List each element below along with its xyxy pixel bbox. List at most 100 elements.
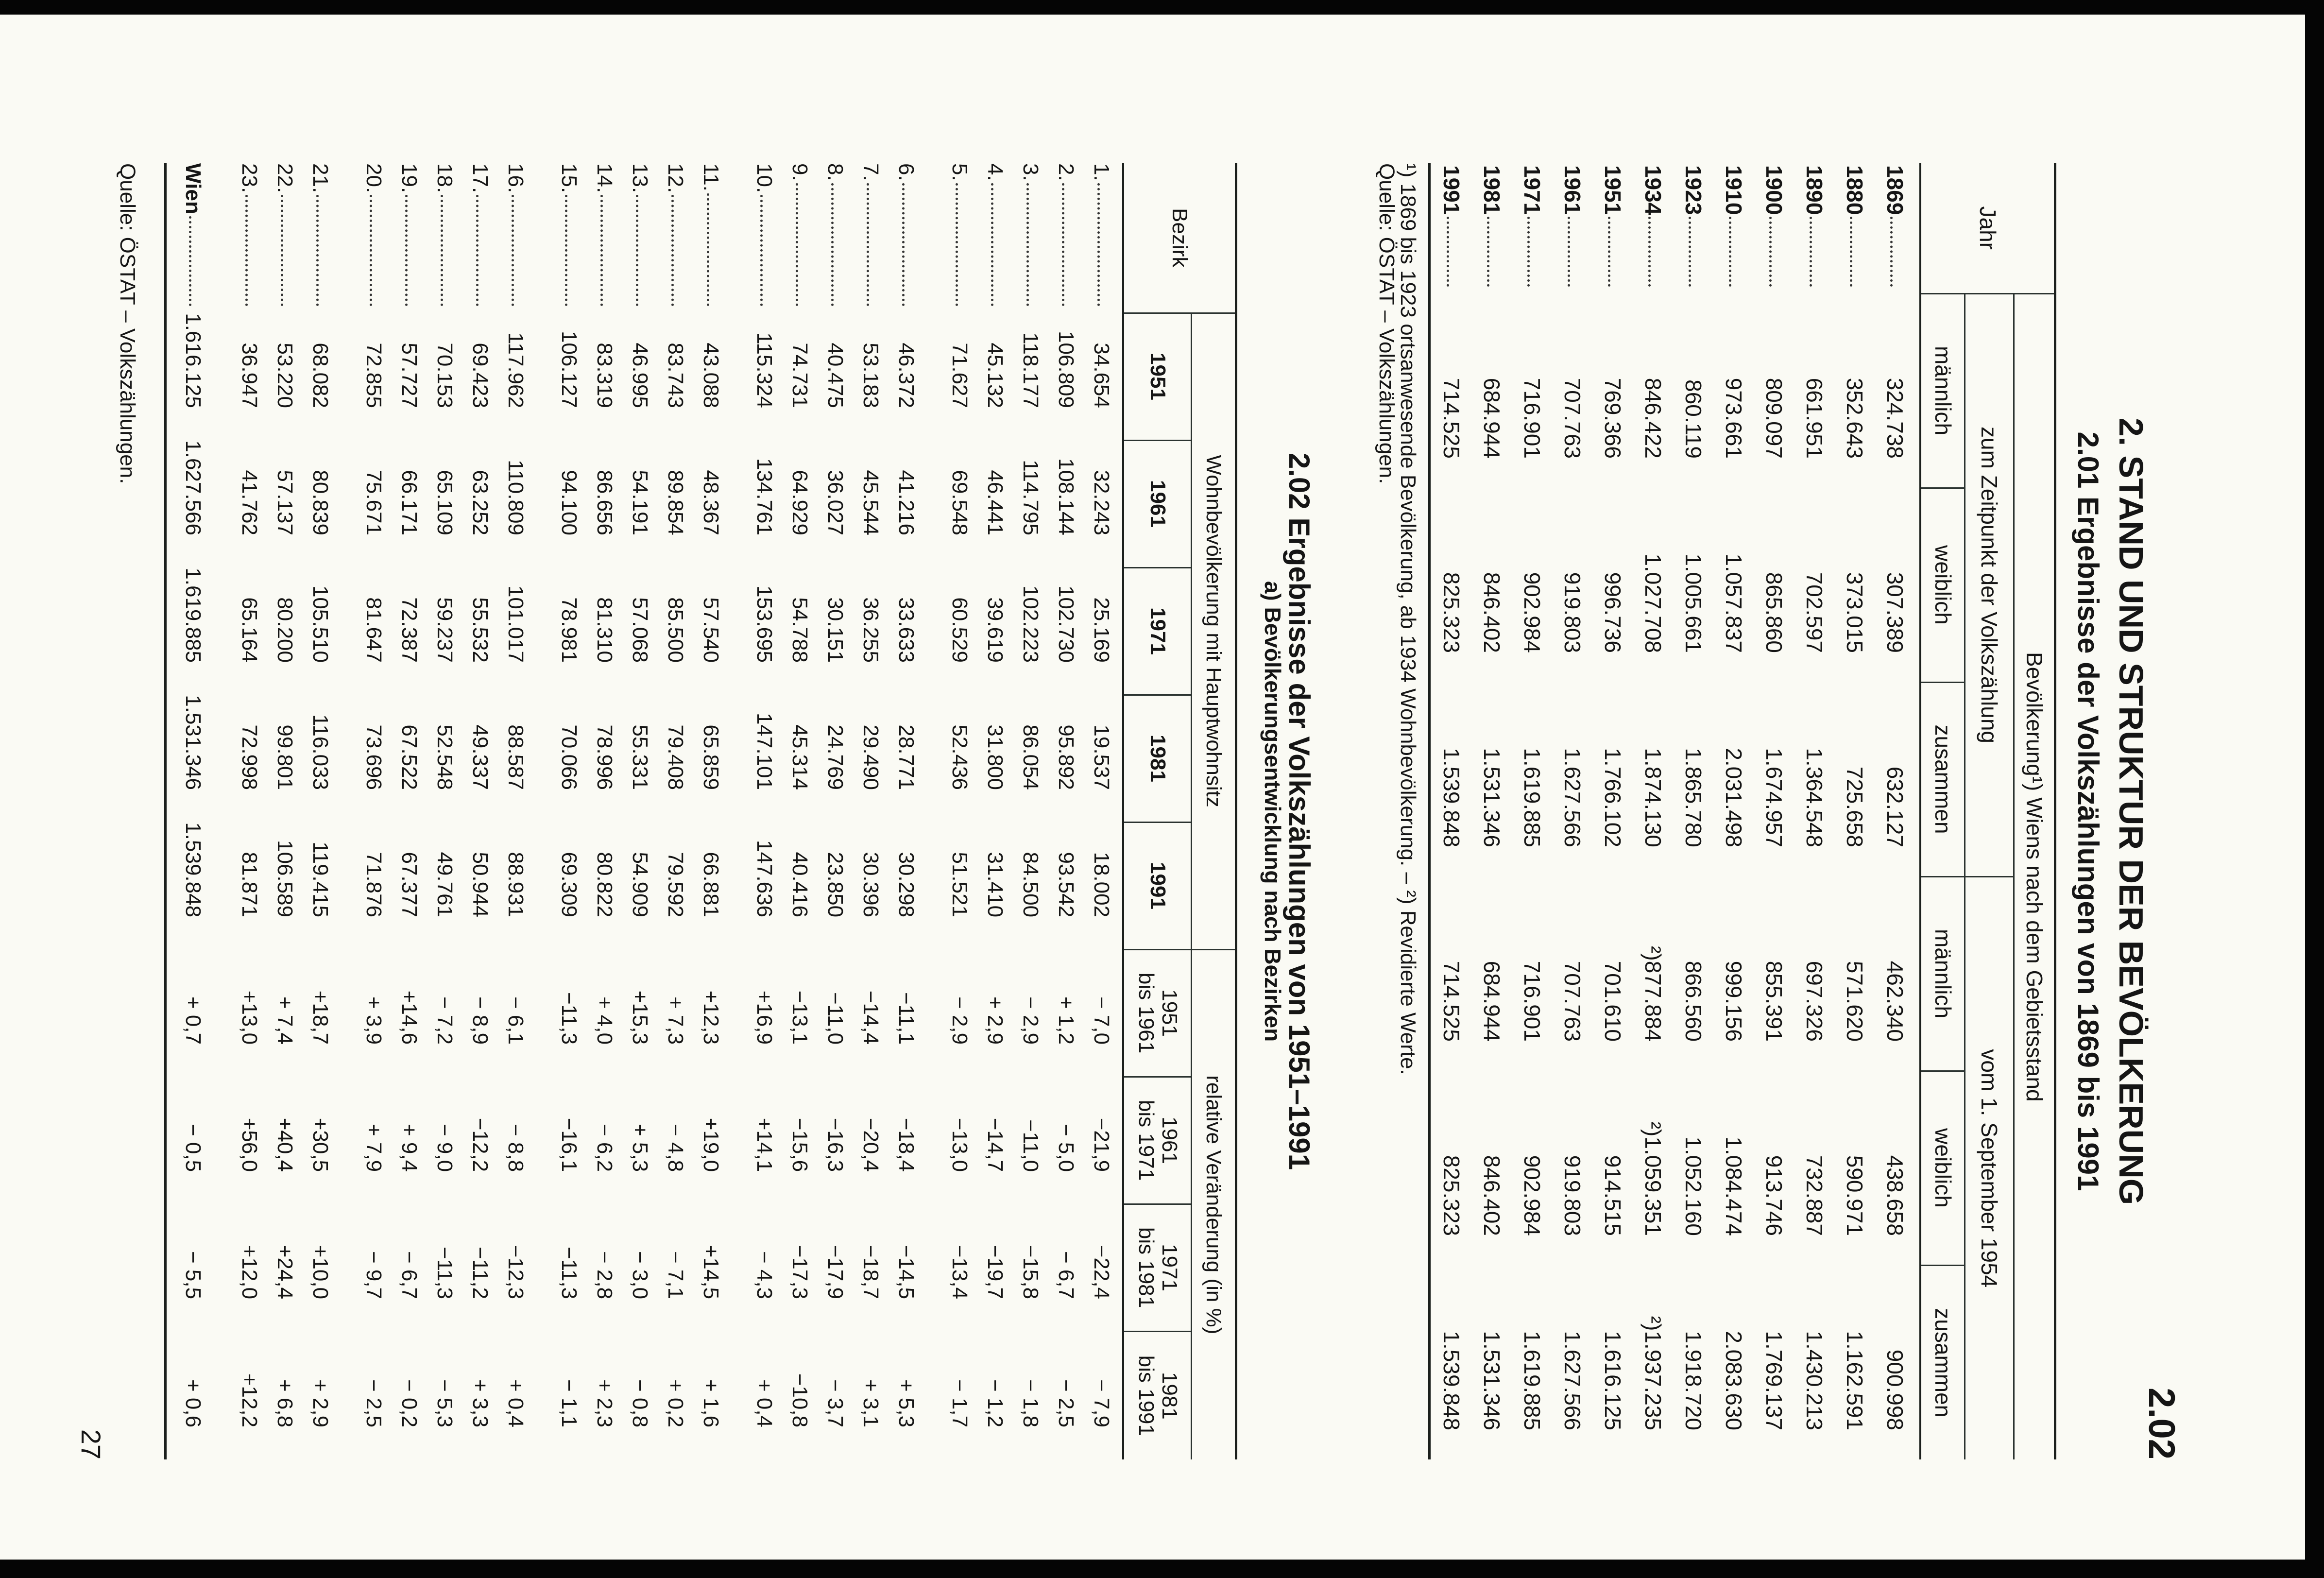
column-header-jahr: Jahr bbox=[1920, 163, 2055, 293]
value-cell: 307.389 bbox=[1882, 572, 1908, 653]
dot-leader bbox=[796, 183, 798, 306]
row-label-text: 12. bbox=[664, 163, 687, 193]
period-to: bis 1991 bbox=[1134, 1355, 1158, 1436]
total-row: Wien 1.616.125 1.627.566 1.619.885 1.531.346… bbox=[175, 163, 211, 1459]
table-row: 19. 57.727 66.171 72.387 67.522 67.377 +14,6 + … bbox=[392, 163, 427, 1459]
value-cell: 1.627.566 bbox=[1560, 748, 1585, 847]
value-cell: − 4,8 bbox=[664, 1123, 687, 1172]
value-cell: 716.901 bbox=[1520, 377, 1545, 459]
value-cell: 846.402 bbox=[1479, 572, 1504, 653]
value-cell: 94.100 bbox=[557, 470, 581, 535]
dot-leader bbox=[1689, 217, 1691, 287]
row-label: 1880 bbox=[1842, 163, 1868, 293]
value-cell: + 6,8 bbox=[273, 1379, 297, 1428]
value-cell: 79.592 bbox=[664, 852, 687, 918]
value-cell: −17,9 bbox=[823, 1245, 847, 1300]
row-label-text: 14. bbox=[593, 163, 616, 193]
source-note: Quelle: ÖSTAT – Volkszählungen. bbox=[116, 163, 139, 484]
value-cell: 996.736 bbox=[1600, 572, 1625, 653]
value-cell: 81.310 bbox=[593, 597, 616, 663]
row-label-text: 22. bbox=[273, 163, 297, 193]
value-cell: 68.082 bbox=[308, 343, 332, 408]
dot-leader bbox=[1097, 183, 1100, 306]
spacer bbox=[533, 163, 551, 1459]
value-cell: 36.255 bbox=[859, 597, 883, 663]
value-cell: +12,3 bbox=[699, 990, 723, 1045]
value-cell: 72.855 bbox=[362, 343, 386, 408]
value-cell: 866.560 bbox=[1681, 961, 1706, 1042]
value-cell: −18,4 bbox=[894, 1117, 918, 1172]
table-row: 9. 74.731 64.929 54.788 45.314 40.416 −13,1 −15… bbox=[782, 163, 818, 1459]
row-label-cell: 3. bbox=[1013, 163, 1048, 313]
column-group-change: relative Veränderung (in %) bbox=[1191, 949, 1236, 1460]
value-cell: 1.619.885 bbox=[1520, 748, 1545, 847]
value-cell: 115.324 bbox=[752, 332, 776, 408]
value-cell: 825.323 bbox=[1439, 572, 1464, 653]
value-cell: 40.475 bbox=[823, 343, 847, 408]
value-cell: + 3,3 bbox=[468, 1379, 492, 1428]
value-cell: 99.801 bbox=[273, 724, 297, 790]
row-label: 2. bbox=[1054, 163, 1078, 313]
dot-leader bbox=[760, 195, 763, 306]
value-cell: 118.177 bbox=[1019, 332, 1042, 408]
row-label-cell: 11. bbox=[693, 163, 729, 313]
period-from: 1971 bbox=[1158, 1244, 1182, 1291]
table-row: 7. 53.183 45.544 36.255 29.490 30.396 −14,4 −20… bbox=[853, 163, 889, 1459]
table-201: Jahr Bevölkerung¹) Wiens nach dem Gebiet… bbox=[1428, 163, 2056, 1460]
value-cell: − 1,7 bbox=[948, 1379, 972, 1428]
column-header-period: 1961 bis 1971 bbox=[1123, 1077, 1192, 1204]
value-cell: 70.153 bbox=[433, 343, 457, 408]
row-label-cell: 5. bbox=[942, 163, 977, 313]
value-cell: 57.137 bbox=[273, 470, 297, 535]
value-cell: 108.144 bbox=[1054, 458, 1078, 535]
spacer bbox=[166, 163, 175, 1459]
value-cell: 114.795 bbox=[1019, 460, 1042, 535]
row-label-cell: 1880 bbox=[1835, 163, 1875, 293]
source-note: Quelle: ÖSTAT – Volkszählungen. bbox=[1375, 163, 1399, 484]
value-cell: 119.415 bbox=[308, 841, 332, 918]
value-cell: −11,1 bbox=[894, 992, 918, 1045]
value-cell: 1.627.566 bbox=[181, 440, 205, 535]
value-cell: 57.068 bbox=[628, 597, 652, 663]
table-202-title: 2.02 Ergebnisse der Volkszählungen von 1… bbox=[1283, 452, 1316, 1170]
value-cell: 106.127 bbox=[557, 330, 581, 408]
value-cell: 101.017 bbox=[504, 585, 528, 663]
value-cell: 352.643 bbox=[1842, 377, 1867, 459]
table-row: 11. 43.088 48.367 57.540 65.859 66.881 +12,3 +1… bbox=[693, 163, 729, 1459]
value-cell: 913.746 bbox=[1761, 1155, 1787, 1236]
value-cell: −14,5 bbox=[894, 1245, 918, 1300]
footnote: ¹) 1869 bis 1923 ortsanwesende Bevölkeru… bbox=[1396, 163, 1420, 1075]
row-label-text: 1. bbox=[1090, 163, 1113, 181]
column-header-period: 1951 bis 1961 bbox=[1123, 949, 1192, 1077]
row-label-cell: 4. bbox=[977, 163, 1013, 313]
value-cell: +30,5 bbox=[308, 1117, 332, 1172]
value-cell: 1.531.346 bbox=[1479, 1331, 1504, 1431]
column-header-bezirk: Bezirk bbox=[1123, 163, 1236, 313]
value-cell: 1.874.130 bbox=[1640, 748, 1666, 847]
value-cell: + 0,4 bbox=[752, 1379, 776, 1428]
value-cell: −11,0 bbox=[1019, 1119, 1042, 1172]
value-cell: −13,4 bbox=[948, 1245, 972, 1300]
table-row: 1961 707.763 919.803 1.627.566 707.763 919.80… bbox=[1553, 163, 1593, 1459]
row-label-text: 1923 bbox=[1681, 165, 1706, 215]
value-cell: −15,6 bbox=[788, 1117, 812, 1172]
value-cell: 39.619 bbox=[983, 597, 1007, 663]
value-cell: − 1,1 bbox=[557, 1379, 581, 1428]
spacer-row bbox=[166, 163, 175, 1459]
row-label-text: 21. bbox=[308, 163, 332, 193]
value-cell: 1.052.160 bbox=[1681, 1136, 1706, 1236]
value-cell: 53.183 bbox=[859, 343, 883, 408]
value-cell: + 1,6 bbox=[699, 1379, 723, 1428]
value-cell: −16,1 bbox=[557, 1117, 581, 1172]
table-201-title: 2.01 Ergebnisse der Volkszählungen von 1… bbox=[2072, 431, 2104, 1191]
value-cell: 632.127 bbox=[1882, 766, 1908, 847]
dot-leader bbox=[281, 195, 283, 306]
value-cell: 1.084.474 bbox=[1721, 1136, 1746, 1236]
value-cell: − 2,9 bbox=[948, 996, 972, 1045]
period-to: bis 1971 bbox=[1134, 1099, 1158, 1181]
column-header-year: 1961 bbox=[1123, 440, 1192, 567]
table-row: 1890 661.951 702.597 1.364.548 697.326 732.88… bbox=[1794, 163, 1835, 1459]
value-cell: −11,3 bbox=[557, 992, 581, 1045]
table-row: 13. 46.995 54.191 57.068 55.331 54.909 +15,3 + … bbox=[622, 163, 658, 1459]
value-cell: 80.822 bbox=[593, 852, 616, 918]
